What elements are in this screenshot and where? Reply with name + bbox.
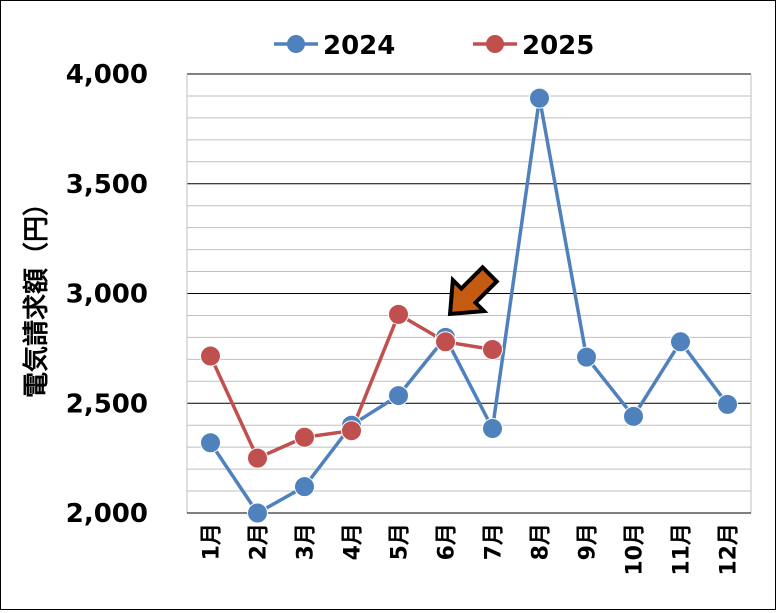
legend-marker: [287, 35, 305, 53]
legend: 2024 2025: [274, 31, 594, 61]
data-point-2024: [388, 385, 409, 407]
x-tick-label: 9月: [576, 523, 601, 560]
data-point-2025: [388, 303, 409, 325]
x-tick-label: 2月: [247, 523, 272, 560]
data-point-2024: [200, 432, 221, 454]
data-point-2024: [294, 476, 315, 498]
y-tick-label: 3,500: [66, 170, 148, 200]
annotation-arrow: [447, 264, 500, 317]
x-tick-label: 8月: [529, 523, 554, 560]
x-tick-label: 5月: [388, 523, 413, 560]
down-right-arrow-icon: [447, 264, 500, 317]
data-point-2024: [529, 87, 550, 109]
x-tick-label: 6月: [435, 523, 460, 560]
y-axis: 2,000 2,500 3,000 3,500 4,000: [66, 60, 148, 529]
legend-marker: [486, 35, 504, 53]
data-point-2025: [341, 420, 362, 442]
y-tick-label: 3,000: [66, 280, 148, 310]
data-point-2024: [576, 346, 597, 368]
x-tick-label: 3月: [294, 523, 319, 560]
data-point-2025: [482, 338, 503, 360]
series-layer: [200, 87, 738, 524]
data-point-2025: [435, 331, 456, 353]
data-point-2025: [294, 426, 315, 448]
data-point-2024: [247, 502, 268, 524]
data-point-2024: [482, 417, 503, 439]
data-point-2025: [200, 345, 221, 367]
x-tick-label: 7月: [482, 523, 507, 560]
x-tick-label: 1月: [200, 523, 225, 560]
legend-label: 2024: [323, 31, 395, 61]
y-tick-label: 4,000: [66, 60, 148, 90]
data-point-2025: [247, 447, 268, 469]
x-axis: 1月 2月 3月 4月 5月 6月 7月 8月 9月 10月 11月 12月: [200, 523, 742, 576]
x-tick-label: 10月: [623, 523, 648, 576]
x-tick-label: 11月: [670, 523, 695, 576]
data-point-2024: [670, 331, 691, 353]
gridlines: [186, 73, 752, 514]
legend-label: 2025: [522, 31, 594, 61]
data-point-2024: [717, 393, 738, 415]
x-tick-label: 12月: [717, 523, 742, 576]
y-axis-label: 電気請求額（円）: [21, 190, 52, 398]
data-point-2024: [623, 405, 644, 427]
x-tick-label: 4月: [341, 523, 366, 560]
y-tick-label: 2,000: [66, 499, 148, 529]
y-tick-label: 2,500: [66, 389, 148, 419]
